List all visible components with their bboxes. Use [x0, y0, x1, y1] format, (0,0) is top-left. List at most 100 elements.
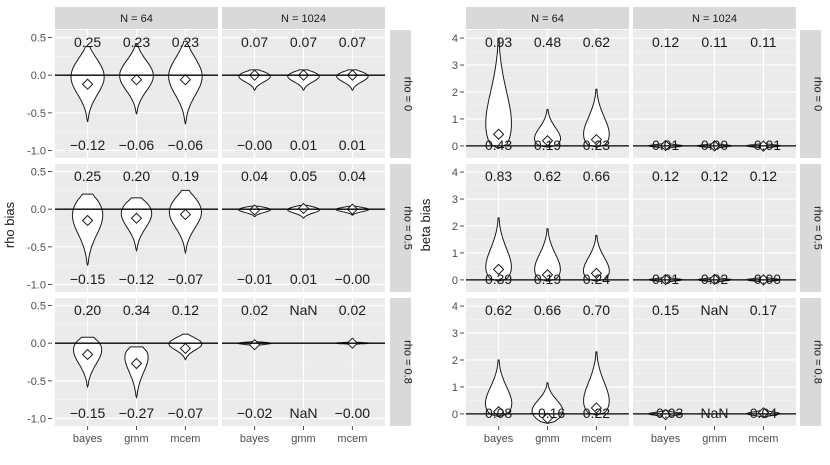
mean-marker [130, 212, 143, 224]
facet-strip-row [800, 298, 821, 426]
facet-panel: 0.93 0.43 0.48 0.19 0.62 0.23 [466, 30, 629, 158]
facet-strip-row [390, 30, 411, 158]
annotation-bottom: −0.01 [237, 271, 273, 287]
annotation-bottom: 0.19 [534, 271, 561, 287]
x-tick-label: bayes [73, 433, 103, 445]
y-tick-label: 2 [452, 87, 458, 99]
x-tick-label: gmm [124, 433, 148, 445]
violin [484, 359, 513, 418]
annotation-top: 0.25 [74, 168, 101, 184]
mean-marker [81, 214, 94, 227]
facet-label-col: N = 1024 [281, 13, 326, 25]
annotation-bottom: −0.03 [648, 405, 684, 421]
facet-panel: 0.15 −0.03 NaN NaN 0.17 0.04 bayes gmm mcem [633, 298, 796, 445]
y-tick-label: 1 [452, 114, 458, 126]
y-tick-label: 4 [452, 167, 458, 179]
annotation-bottom: 0.01 [290, 271, 317, 287]
y-tick-label: 0 [452, 141, 458, 153]
annotation-bottom: −0.00 [746, 271, 782, 287]
annotation-bottom: −0.15 [70, 271, 106, 287]
annotation-bottom: −0.02 [237, 405, 273, 421]
annotation-bottom: −0.00 [335, 271, 371, 287]
facet-panel: 0.25 −0.15 0.20 −0.12 0.19 −0.07 [55, 164, 218, 292]
y-tick-label: 0.0 [31, 70, 46, 82]
violin [72, 336, 103, 389]
annotation-top: 0.62 [485, 302, 512, 318]
y-axis-label: beta bias [418, 198, 433, 251]
annotation-top: 0.07 [339, 34, 366, 50]
mean-marker [590, 402, 603, 414]
annotation-bottom: 0.43 [485, 137, 512, 153]
annotation-bottom: −0.12 [70, 137, 106, 153]
mean-marker [590, 133, 603, 146]
facet-strip-col [55, 7, 218, 29]
mean-marker [130, 357, 143, 370]
x-tick-label: gmm [535, 433, 559, 445]
annotation-bottom: NaN [289, 405, 317, 421]
mean-marker [757, 407, 770, 419]
facet-panel: 0.62 0.08 0.66 −0.16 0.70 0.22 bayes gmm mcem [466, 298, 629, 445]
y-tick-label: 0 [452, 275, 458, 287]
facet-strip-col [633, 7, 796, 29]
annotation-bottom: −0.07 [168, 405, 204, 421]
x-tick-label: mcem [581, 433, 611, 445]
annotation-top: 0.48 [534, 34, 561, 50]
annotation-bottom: −0.06 [119, 137, 155, 153]
annotation-bottom: 0.00 [701, 137, 728, 153]
annotation-bottom: −0.15 [70, 405, 106, 421]
y-axis-label: rho bias [2, 201, 17, 248]
facet-strip-col [466, 7, 629, 29]
mean-marker [297, 202, 310, 215]
annotation-top: 0.12 [652, 168, 679, 184]
violin [124, 346, 149, 399]
facet-label-row: rho = 0.8 [402, 340, 414, 384]
annotation-bottom: 0.01 [652, 271, 679, 287]
facet-label-col: N = 64 [531, 13, 564, 25]
annotation-bottom: −0.06 [168, 137, 204, 153]
y-tick-label: 3 [452, 194, 458, 206]
annotation-top: 0.12 [172, 302, 199, 318]
annotation-bottom: 0.02 [701, 271, 728, 287]
mean-marker [81, 78, 94, 90]
mean-marker [179, 73, 192, 86]
y-tick-label: -0.5 [27, 108, 46, 120]
annotation-top: 0.23 [172, 34, 199, 50]
y-tick-label: 2 [452, 355, 458, 367]
y-tick-label: 3 [452, 60, 458, 72]
facet-label-col: N = 1024 [692, 13, 737, 25]
annotation-top: 0.66 [583, 168, 610, 184]
annotation-bottom: −0.07 [168, 271, 204, 287]
y-tick-label: 0.5 [31, 301, 46, 313]
annotation-bottom: −0.01 [746, 137, 782, 153]
annotation-bottom: 0.22 [583, 405, 610, 421]
facet-panel: 0.04 −0.01 0.05 0.01 0.04 −0.00 [222, 164, 385, 292]
y-tick-label: -1.0 [27, 413, 46, 425]
annotation-bottom: 0.01 [652, 137, 679, 153]
facet-label-col: N = 64 [120, 13, 153, 25]
facet-strip-row [800, 30, 821, 158]
annotation-top: 0.12 [701, 168, 728, 184]
annotation-bottom: 0.24 [583, 271, 610, 287]
y-tick-label: 0.0 [31, 338, 46, 350]
y-tick-label: -0.5 [27, 376, 46, 388]
y-tick-label: 4 [452, 33, 458, 45]
annotation-top: 0.15 [652, 302, 679, 318]
facet-label-row: rho = 0.5 [402, 206, 414, 250]
facet-panel: 0.20 −0.15 0.34 −0.27 0.12 −0.07 bayes gmm mcem [55, 298, 218, 445]
y-tick-label: -0.5 [27, 242, 46, 254]
mean-marker [659, 408, 672, 421]
x-tick-label: mcem [337, 433, 367, 445]
mean-marker [590, 267, 603, 280]
annotation-top: 0.34 [123, 302, 150, 318]
y-tick-label: 4 [452, 301, 458, 313]
y-tick-label: 1 [452, 248, 458, 260]
annotation-bottom: 0.19 [534, 137, 561, 153]
annotation-bottom: −0.00 [237, 137, 273, 153]
annotation-top: 0.17 [750, 302, 777, 318]
annotation-bottom: NaN [700, 405, 728, 421]
y-tick-label: -1.0 [27, 279, 46, 291]
y-tick-label: 0.5 [31, 167, 46, 179]
facet-panel: 0.83 0.39 0.62 0.19 0.66 0.24 [466, 164, 629, 292]
